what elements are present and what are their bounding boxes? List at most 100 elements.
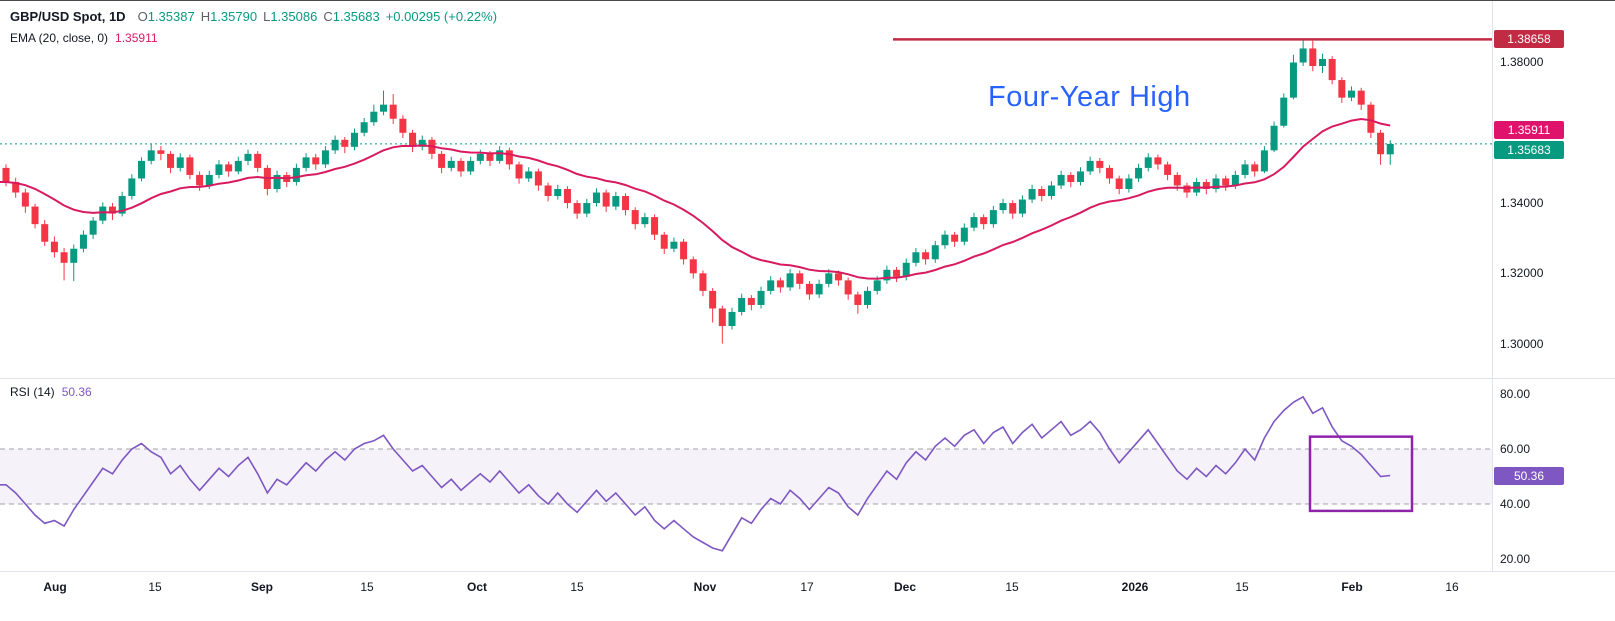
candle-body: [418, 139, 426, 147]
candle-body: [31, 206, 39, 225]
main-price-pane[interactable]: [0, 1, 1492, 378]
candle-body: [1135, 167, 1143, 179]
candle-body: [1106, 167, 1114, 179]
candle-body: [680, 241, 688, 260]
candle-body: [1047, 185, 1055, 197]
candle-body: [873, 280, 881, 291]
change-value: +0.00295 (+0.22%): [385, 9, 498, 24]
candle-body: [186, 157, 194, 175]
rsi-pane[interactable]: [0, 380, 1492, 571]
candle-body: [1038, 189, 1046, 197]
candle-body: [79, 234, 87, 249]
candle-body: [1222, 178, 1230, 186]
candle-body: [496, 150, 504, 161]
candle-body: [844, 280, 852, 295]
candle-body: [360, 122, 368, 133]
candle-body: [138, 160, 146, 179]
candle-body: [167, 153, 175, 168]
candle-body: [1212, 178, 1220, 189]
candle-body: [660, 234, 668, 249]
candle-body: [457, 160, 465, 172]
candle-body: [50, 241, 58, 253]
candle-body: [1251, 164, 1259, 172]
candle-body: [689, 259, 697, 274]
candle-body: [2, 167, 10, 182]
candle-body: [505, 150, 513, 165]
candle-body: [718, 308, 726, 327]
candle-body: [1280, 97, 1288, 126]
four-year-high-annotation: Four-Year High: [988, 81, 1191, 113]
candle-body: [118, 196, 126, 214]
candle-body: [651, 217, 659, 235]
rsi-legend[interactable]: RSI (14) 50.36: [10, 385, 92, 399]
candle-body: [805, 283, 813, 295]
candle-body: [476, 153, 484, 161]
candle-body: [534, 171, 542, 186]
candle-body: [1018, 199, 1026, 214]
candle-body: [1086, 160, 1094, 172]
candle-body: [941, 234, 949, 246]
candle-body: [350, 132, 358, 147]
rsi-line: [0, 395, 1391, 552]
candle-body: [70, 248, 78, 263]
symbol-title: GBP/USD Spot, 1D: [10, 9, 126, 24]
candle-body: [1183, 185, 1191, 193]
candle-body: [1386, 143, 1394, 155]
candle-body: [602, 192, 610, 207]
candle-body: [234, 160, 242, 172]
ema-legend[interactable]: EMA (20, close, 0) 1.35911: [10, 31, 158, 45]
candle-body: [41, 224, 49, 242]
candle-body: [389, 104, 397, 119]
candle-body: [1328, 58, 1336, 81]
time-axis[interactable]: [0, 572, 1615, 621]
candle-body: [409, 132, 417, 147]
candle-body: [544, 185, 552, 197]
candle-body: [1377, 132, 1385, 155]
candle-body: [980, 217, 988, 225]
candle-body: [205, 174, 213, 186]
candle-body: [515, 164, 523, 179]
candle-body: [302, 157, 310, 168]
ema-name: EMA (20, close, 0): [10, 31, 109, 45]
open-value: 1.35387: [147, 9, 195, 24]
candle-body: [1299, 48, 1307, 63]
candle-body: [147, 150, 155, 161]
candle-body: [128, 178, 136, 197]
candle-body: [622, 196, 630, 211]
candle-body: [1338, 80, 1346, 98]
candle-body: [21, 192, 29, 207]
ema-line: [0, 117, 1391, 280]
candle-body: [12, 181, 20, 193]
price-axis[interactable]: [1492, 1, 1615, 571]
candle-body: [1164, 164, 1172, 175]
candle-body: [1076, 171, 1084, 182]
close-label: C: [323, 9, 333, 24]
candle-body: [1348, 90, 1356, 98]
rsi-value: 50.36: [61, 385, 92, 399]
candle-body: [767, 280, 775, 291]
candle-body: [1309, 48, 1317, 67]
candle-body: [525, 171, 533, 179]
candle-body: [612, 196, 620, 207]
candle-body: [1125, 178, 1133, 189]
close-value: 1.35683: [332, 9, 380, 24]
candle-body: [834, 273, 842, 281]
candle-body: [447, 160, 455, 168]
candle-body: [970, 217, 978, 228]
ema-value: 1.35911: [115, 31, 158, 45]
candle-body: [554, 189, 562, 197]
candle-body: [709, 290, 717, 309]
candle-body: [292, 167, 300, 182]
candle-body: [631, 210, 639, 225]
candle-body: [1115, 178, 1123, 189]
candle-body: [573, 203, 581, 214]
candle-body: [902, 262, 910, 277]
candle-body: [825, 273, 833, 284]
low-label: L: [263, 9, 271, 24]
high-label: H: [200, 9, 211, 24]
candle-body: [670, 241, 678, 249]
candle-body: [1096, 160, 1104, 168]
symbol-legend[interactable]: GBP/USD Spot, 1D O1.35387 H1.35790 L1.35086…: [10, 9, 497, 24]
candle-body: [1270, 125, 1278, 151]
